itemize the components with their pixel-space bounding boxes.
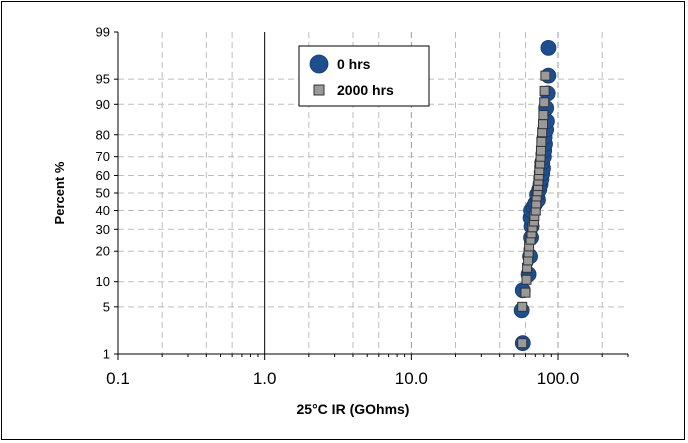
data-point [540, 70, 551, 81]
y-tick-label: 60 [96, 168, 110, 183]
y-tick-label: 5 [103, 299, 110, 314]
y-tick-label: 80 [96, 127, 110, 142]
x-axis-label: 25°C IR (GOhms) [297, 401, 410, 417]
data-point [535, 145, 546, 156]
data-point [521, 274, 532, 285]
legend-label: 0 hrs [337, 56, 371, 72]
data-point [540, 39, 557, 56]
data-point [520, 287, 531, 298]
x-tick-label: 100.0 [537, 369, 580, 388]
y-tick-label: 95 [96, 72, 110, 87]
data-point [538, 119, 549, 130]
y-tick-label: 90 [96, 97, 110, 112]
data-point [517, 301, 528, 312]
legend-label: 2000 hrs [337, 82, 394, 98]
x-tick-label: 0.1 [106, 369, 130, 388]
axes-layer: 1 5 10 20 30 40 50 60 70 80 90 95 99 0.1 1.0 10.0 100.0 [96, 25, 629, 388]
data-point [536, 136, 547, 147]
series-layer [513, 39, 557, 352]
y-tick-label: 70 [96, 149, 110, 164]
y-tick-label: 1 [103, 347, 110, 362]
y-tick-label: 10 [96, 274, 110, 289]
y-tick-label: 30 [96, 222, 110, 237]
legend: 0 hrs 2000 hrs [298, 45, 430, 107]
data-point [539, 85, 550, 96]
data-point [539, 97, 550, 108]
x-tick-label: 1.0 [253, 369, 277, 388]
x-tick-label: 10.0 [395, 369, 428, 388]
legend-marker-circle [309, 54, 329, 74]
y-tick-label: 50 [96, 186, 110, 201]
legend-marker-square [313, 84, 325, 96]
data-point [517, 338, 528, 349]
data-point [538, 110, 549, 121]
series-two-thousand-hrs [517, 70, 551, 349]
y-axis-label: Percent % [52, 161, 67, 224]
y-tick-label: 40 [96, 203, 110, 218]
y-tick-label: 20 [96, 244, 110, 259]
y-tick-label: 99 [96, 25, 110, 40]
